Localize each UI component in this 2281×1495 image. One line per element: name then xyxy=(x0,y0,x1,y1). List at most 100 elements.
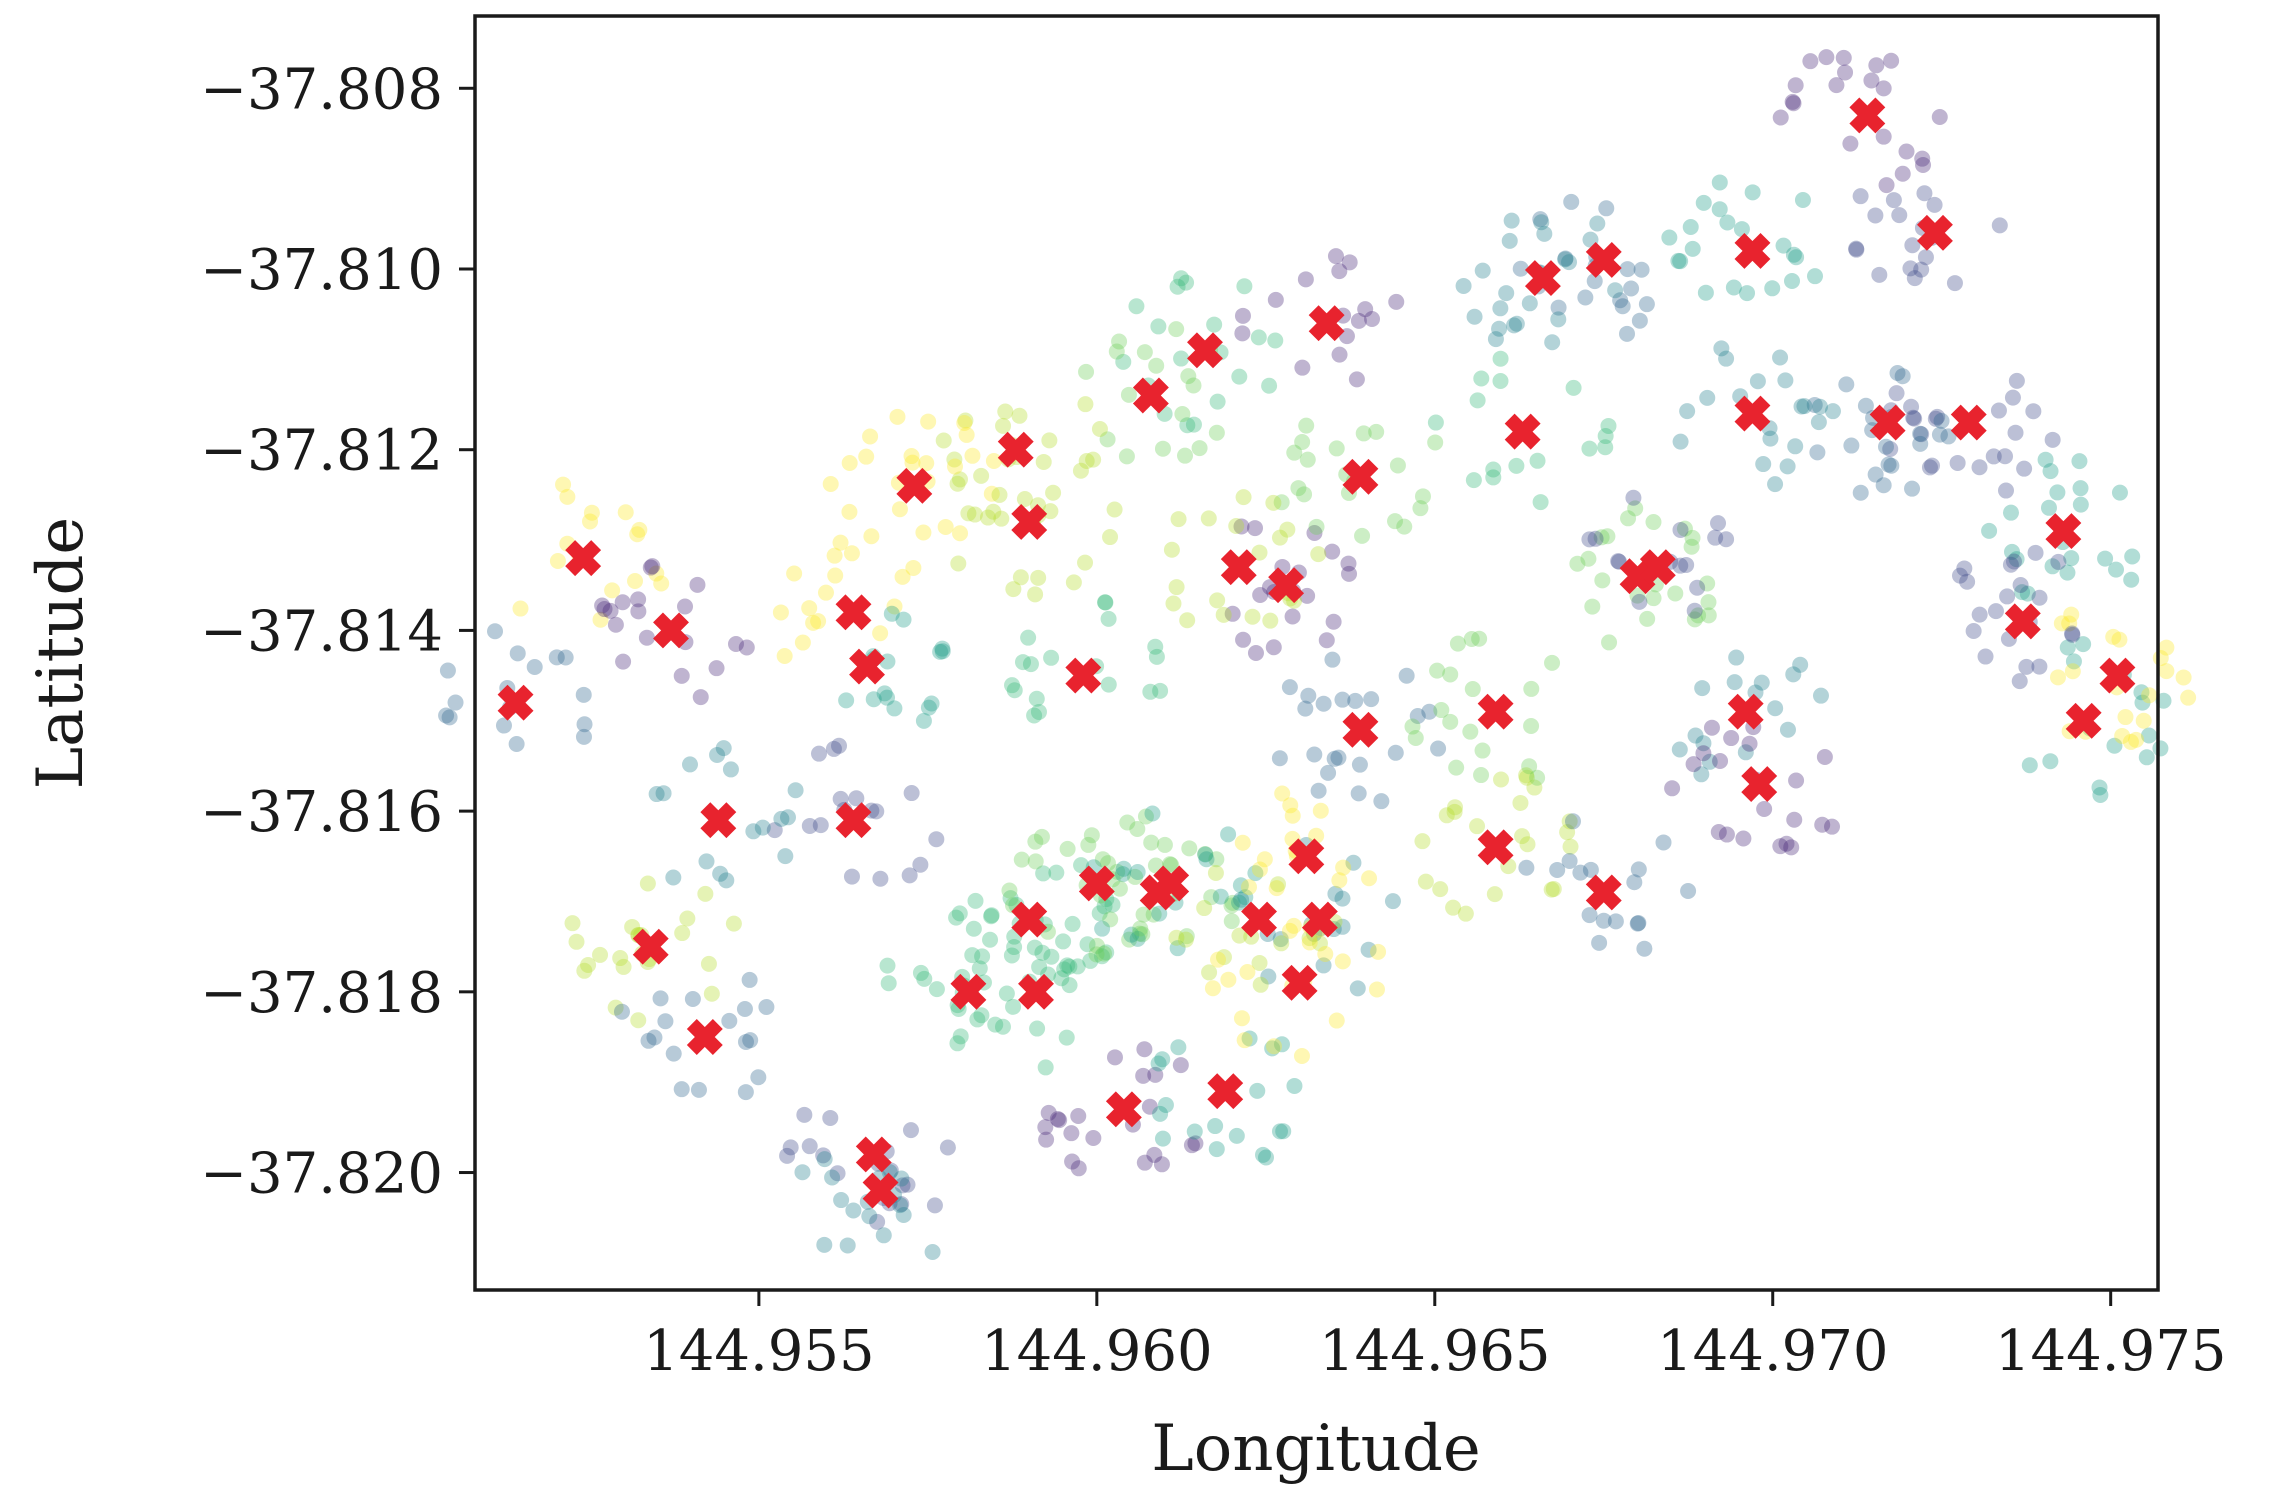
data-point xyxy=(1003,947,1020,964)
data-point xyxy=(958,426,975,443)
data-point xyxy=(832,790,849,807)
data-point xyxy=(1474,262,1491,279)
data-point xyxy=(1501,232,1518,249)
data-point xyxy=(2064,625,2081,642)
data-point xyxy=(2128,731,2145,748)
data-point xyxy=(1837,64,1854,81)
data-point xyxy=(2064,626,2081,643)
data-point xyxy=(1902,260,1919,277)
data-point xyxy=(1215,606,1232,623)
data-point xyxy=(1179,612,1196,629)
data-point xyxy=(1348,371,1365,388)
data-point xyxy=(1104,896,1121,913)
x-tick-label: 144.970 xyxy=(1657,1319,1889,1384)
data-point xyxy=(1755,456,1772,473)
data-point xyxy=(1913,261,1930,278)
data-point xyxy=(1331,263,1348,280)
data-point xyxy=(1430,740,1447,757)
data-point xyxy=(1917,249,1934,266)
data-point xyxy=(1916,185,1933,202)
data-point xyxy=(1807,268,1824,285)
data-point xyxy=(1265,1038,1282,1055)
centroid-marker xyxy=(632,928,669,965)
data-point xyxy=(1701,753,1718,770)
y-tick-label: −37.814 xyxy=(200,599,443,664)
data-point xyxy=(638,629,655,646)
data-point xyxy=(1082,952,1099,969)
data-point xyxy=(1464,681,1481,698)
data-point xyxy=(2075,636,2092,653)
data-point xyxy=(564,915,581,932)
data-point xyxy=(994,1018,1011,1035)
data-point xyxy=(1466,308,1483,325)
data-point xyxy=(1290,480,1307,497)
data-point xyxy=(709,746,726,763)
data-point xyxy=(1796,398,1813,415)
data-point xyxy=(1929,408,1946,425)
data-point xyxy=(1487,331,1504,348)
data-point xyxy=(1334,918,1351,935)
data-point xyxy=(1619,261,1636,278)
data-point xyxy=(1971,606,1988,623)
data-point xyxy=(796,1106,813,1123)
data-point xyxy=(985,452,1002,469)
data-point xyxy=(928,831,945,848)
data-point xyxy=(787,782,804,799)
data-point xyxy=(1645,514,1662,531)
centroid-marker xyxy=(1734,232,1771,269)
data-point xyxy=(2027,544,2044,561)
data-point xyxy=(1223,913,1240,930)
data-point xyxy=(1324,543,1341,560)
data-point xyxy=(1350,785,1367,802)
data-point xyxy=(1169,278,1186,295)
data-point xyxy=(862,428,879,445)
data-point xyxy=(1186,1123,1203,1140)
data-point xyxy=(1623,280,1640,297)
data-point xyxy=(1812,687,1829,704)
data-point xyxy=(1061,958,1078,975)
data-point xyxy=(1341,565,1358,582)
data-point xyxy=(822,475,839,492)
data-point xyxy=(1661,229,1678,246)
data-point xyxy=(1894,368,1911,385)
centroid-marker xyxy=(1727,693,1764,730)
data-point xyxy=(2040,499,2057,516)
data-point xyxy=(886,598,903,615)
data-point xyxy=(1446,803,1463,820)
data-point xyxy=(1569,555,1586,572)
data-point xyxy=(1231,927,1248,944)
data-point xyxy=(1251,954,1268,971)
data-point xyxy=(640,1032,657,1049)
data-point xyxy=(738,639,755,656)
data-point xyxy=(1636,940,1653,957)
data-point xyxy=(1349,980,1366,997)
data-point xyxy=(1387,513,1404,530)
x-tick-label: 144.960 xyxy=(981,1319,1213,1384)
data-point xyxy=(1848,241,1865,258)
data-point xyxy=(575,728,592,745)
data-point xyxy=(1005,998,1022,1015)
y-axis-ticks: −37.808 −37.810 −37.812 −37.814 −37.816 −37.8… xyxy=(200,57,475,1207)
data-point xyxy=(1550,299,1567,316)
data-point xyxy=(1271,529,1288,546)
data-point xyxy=(1630,914,1647,931)
data-point xyxy=(1672,253,1689,270)
data-point xyxy=(1784,272,1801,289)
data-point xyxy=(1506,317,1523,334)
data-point xyxy=(698,853,715,870)
data-point xyxy=(1396,518,1413,535)
data-point xyxy=(737,1084,754,1101)
data-point xyxy=(2008,372,2025,389)
data-point xyxy=(1787,438,1804,455)
data-point xyxy=(1739,285,1756,302)
data-point xyxy=(912,856,929,873)
data-point xyxy=(1237,889,1254,906)
centroid-marker xyxy=(1132,377,1169,414)
data-point xyxy=(1726,674,1743,691)
data-point xyxy=(1695,735,1712,752)
data-point xyxy=(1824,818,1841,835)
data-point xyxy=(1462,723,1479,740)
data-point xyxy=(1098,944,1115,961)
data-point xyxy=(2031,658,2048,675)
data-point xyxy=(1136,1041,1153,1058)
